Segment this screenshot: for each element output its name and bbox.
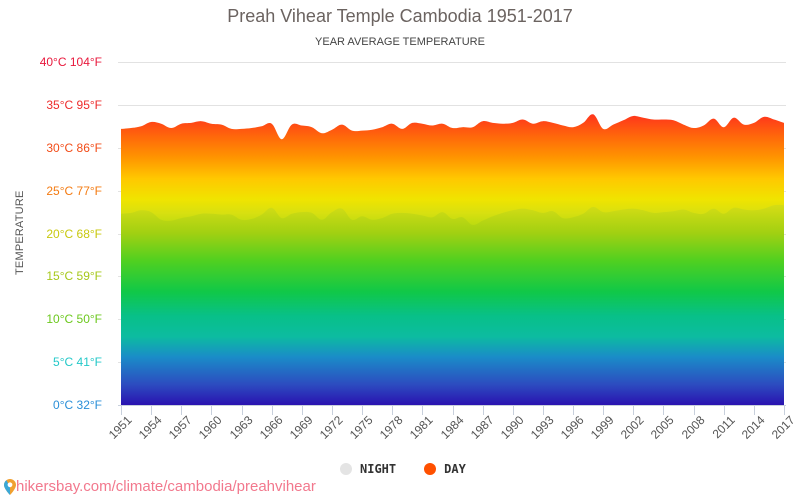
y-axis-tick-label: 25°C 77°F [46,183,102,198]
x-axis-ticks [121,405,785,415]
y-axis-tick-label: 15°C 59°F [46,268,102,283]
legend-item-night[interactable]: NIGHT [340,462,396,476]
y-axis-tick-label: 30°C 86°F [46,140,102,155]
legend-day-label: DAY [444,462,466,476]
night-dot-icon [340,463,352,475]
y-axis-title: TEMPERATURE [14,190,26,275]
night-area[interactable] [121,204,784,405]
y-axis-tick-label: 40°C 104°F [39,54,102,69]
chart-title: Preah Vihear Temple Cambodia 1951-2017 [227,6,573,26]
legend: NIGHT DAY [340,462,486,476]
day-dot-icon [424,463,437,475]
source-url[interactable]: hikersbay.com/climate/cambodia/preahvihe… [16,478,316,495]
legend-night-label: NIGHT [360,462,397,476]
y-axis-tick-label: 0°C 32°F [53,397,102,412]
y-axis-tick-label: 35°C 95°F [46,97,102,112]
y-axis-tick-label: 5°C 41°F [53,354,102,369]
legend-item-day[interactable]: DAY [424,462,466,476]
source-link[interactable]: hikersbay.com/climate/cambodia/preahvihe… [4,478,316,495]
chart-subtitle: YEAR AVERAGE TEMPERATURE [315,36,485,48]
y-axis-tick-label: 10°C 50°F [46,311,102,326]
y-axis-tick-label: 20°C 68°F [46,226,102,241]
map-pin-icon [4,478,16,495]
